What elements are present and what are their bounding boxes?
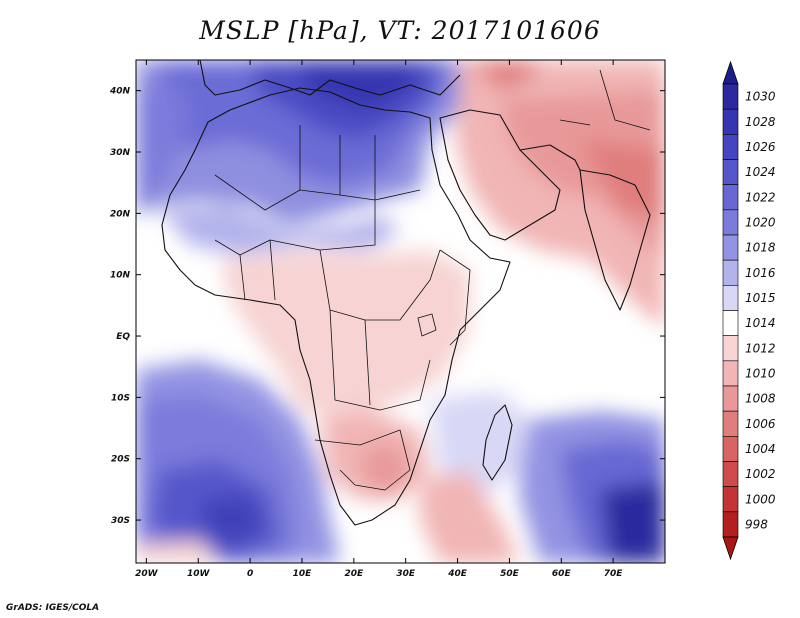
map-title: MSLP [hPa], VT: 2017101606: [199, 16, 601, 45]
colorbar-label: 1024: [745, 165, 776, 179]
latitude-axis: 40N 30N 20N 10N EQ 10S 20S 30S: [109, 87, 665, 526]
colorbar-label: 1012: [745, 341, 776, 355]
colorbar-label: 1014: [745, 316, 776, 330]
colorbar-label: 1010: [745, 366, 776, 380]
colorbar-label: 1000: [745, 492, 776, 506]
lon-tick-label: 10W: [187, 569, 211, 579]
lake-victoria: [417, 313, 437, 337]
africa-coast: [161, 87, 511, 526]
colorbar-swatch: [722, 385, 739, 412]
plot-frame: [135, 59, 666, 564]
colorbar-swatch: [722, 335, 739, 362]
colorbar-swatch: [722, 234, 739, 261]
lat-tick-label: 10S: [111, 393, 130, 403]
gulf-coast: [519, 144, 581, 171]
colorbar-swatch: [722, 259, 739, 286]
colorbar-label: 1028: [745, 115, 776, 129]
colorbar-label: 1020: [745, 215, 776, 229]
colorbar-label: 1006: [745, 417, 776, 431]
colorbar-label: 1004: [745, 442, 776, 456]
lon-tick-label: 20W: [135, 569, 159, 579]
colorbar-top-arrow: [722, 60, 739, 85]
colorbar-swatch: [722, 310, 739, 336]
pressure-field: [136, 60, 665, 563]
colorbar-swatch: [722, 360, 739, 387]
arabia-coast: [439, 109, 561, 241]
colorbar-swatch: [722, 486, 739, 513]
colorbar-swatch: [722, 134, 739, 160]
lat-tick-label: 10N: [110, 271, 131, 281]
colorbar-label: 1015: [745, 291, 776, 305]
coastlines: [161, 60, 651, 526]
lon-tick-label: 50E: [500, 569, 520, 579]
europe-coast: [199, 60, 461, 96]
colorbar-bottom-arrow: [722, 536, 739, 561]
colorbar-label: 998: [745, 517, 768, 531]
colorbar-swatch: [722, 461, 739, 487]
grads-credit: GrADS: IGES/COLA: [6, 603, 100, 613]
longitude-axis: 20W 10W 0 10E 20E 30E 40E 50E 60E 70E: [135, 60, 623, 579]
colorbar-label: 1018: [745, 241, 776, 255]
india-coast: [579, 169, 651, 311]
madagascar-coast: [482, 404, 513, 481]
country-borders: [214, 69, 651, 491]
lat-tick-label: 40N: [109, 87, 131, 97]
colorbar-swatch: [722, 410, 739, 437]
lon-tick-label: 40E: [447, 569, 468, 579]
lat-tick-label: 30N: [110, 148, 131, 158]
colorbar-swatch: [722, 108, 739, 135]
lon-tick-label: 70E: [604, 569, 624, 579]
lon-tick-label: 60E: [552, 569, 572, 579]
colorbar-label: 1016: [745, 266, 776, 280]
lon-tick-label: 30E: [396, 569, 416, 579]
lon-tick-label: 0: [247, 569, 253, 579]
lon-tick-label: 20E: [344, 569, 364, 579]
colorbar-label: 1002: [745, 467, 776, 481]
colorbar-swatch: [722, 159, 739, 185]
colorbar-label: 1026: [745, 140, 776, 154]
colorbar-swatch: [722, 511, 739, 538]
colorbar-label: 1022: [745, 190, 776, 204]
lat-tick-label: 20S: [111, 455, 130, 465]
colorbar-swatch: [722, 436, 739, 462]
colorbar-swatch: [722, 83, 739, 110]
lat-tick-label: 20N: [110, 209, 131, 219]
colorbar-label: 1008: [745, 392, 776, 406]
colorbar-label: 1030: [745, 90, 776, 104]
lat-tick-label: 30S: [111, 516, 130, 526]
colorbar-swatch: [722, 209, 739, 236]
colorbar-swatch: [722, 285, 739, 311]
colorbar-swatch: [722, 184, 739, 211]
lat-tick-label: EQ: [116, 332, 130, 342]
lon-tick-label: 10E: [293, 569, 313, 579]
colorbar: 1030 1028 1026 1024 1022 1020 1018 1016 1015 1014…: [722, 60, 776, 561]
